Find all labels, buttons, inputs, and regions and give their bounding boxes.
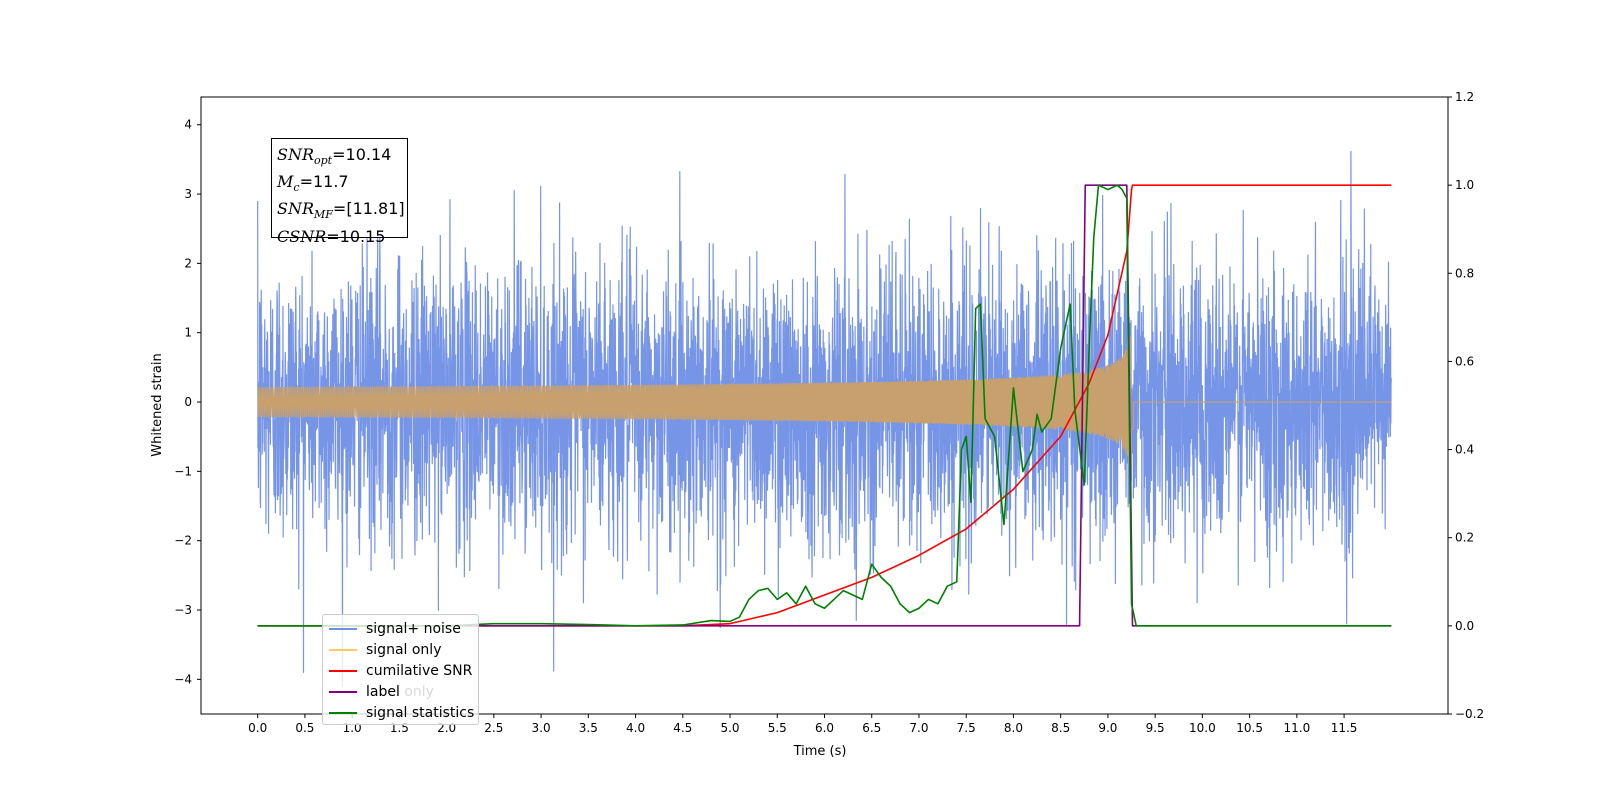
legend-label: signal only: [366, 641, 442, 658]
x-tick-label: 11.0: [1283, 721, 1310, 735]
y-tick-label-right: 1.0: [1455, 178, 1474, 192]
snr-opt-value: =10.14: [332, 145, 392, 164]
x-tick-label: 6.5: [862, 721, 881, 735]
x-tick-label: 0.5: [295, 721, 314, 735]
legend-swatch: [329, 711, 357, 714]
series-signal-only: [257, 336, 1392, 498]
x-tick-label: 0.0: [248, 721, 267, 735]
y-tick-label-right: −0.2: [1455, 707, 1484, 721]
legend-swatch: [329, 627, 357, 630]
y-tick-label-right: 0.4: [1455, 443, 1474, 457]
legend: signal+ noise signal only cumilative SNR…: [322, 614, 479, 725]
legend-label: cumilative SNR: [366, 662, 473, 679]
legend-swatch: [329, 690, 357, 693]
x-tick-label: 9.0: [1098, 721, 1117, 735]
series-signal-plus-noise: [257, 150, 1392, 687]
y-tick-label-left: 2: [184, 256, 192, 270]
legend-label: signal+ noise: [366, 620, 461, 637]
y-axis-label: Whitened strain: [150, 353, 165, 456]
mc-value: =11.7: [299, 172, 349, 192]
x-tick-label: 4.5: [673, 721, 692, 735]
legend-label-main: label: [366, 683, 400, 700]
legend-item-signal-statistics: signal statistics: [329, 702, 478, 723]
legend-label: label label only: [366, 683, 434, 700]
y-tick-label-left: −3: [174, 603, 192, 617]
y-tick-label-left: 0: [184, 395, 192, 409]
x-tick-label: 7.0: [909, 721, 928, 735]
y-tick-label-left: 1: [184, 326, 192, 340]
y-tick-label-left: 3: [184, 187, 192, 201]
x-tick-label: 3.0: [532, 721, 551, 735]
y-tick-label-right: 0.8: [1455, 266, 1474, 280]
legend-swatch: [329, 669, 357, 672]
x-tick-label: 6.0: [815, 721, 834, 735]
y-axis-left: 4 3 2 1 0 −1 −2 −3 −4: [174, 118, 201, 686]
legend-label-hidden: label only: [366, 683, 434, 700]
snr-mf-value: =[11.81]: [332, 199, 405, 219]
snr-mf-line: SNRMF=[11.81]: [277, 199, 405, 222]
legend-item-label: label label only: [329, 681, 478, 702]
series-signal-statistics: [257, 184, 1392, 627]
y-tick-label-right: 0.0: [1455, 619, 1474, 633]
plot-area: [257, 150, 1392, 687]
y-tick-label-right: 0.6: [1455, 354, 1474, 368]
x-tick-label: 5.0: [720, 721, 739, 735]
x-tick-label: 11.5: [1331, 721, 1358, 735]
annotation-box: SNRopt=10.14 Mc=11.7 SNRMF=[11.81] CSNR=…: [271, 138, 408, 246]
legend-item-signal-only: signal only: [329, 639, 478, 660]
x-tick-label: 3.5: [579, 721, 598, 735]
x-tick-label: 8.5: [1051, 721, 1070, 735]
x-tick-label: 10.5: [1236, 721, 1263, 735]
x-tick-label: 2.5: [484, 721, 503, 735]
y-tick-label-left: −1: [174, 464, 192, 478]
y-tick-label-left: −2: [174, 534, 192, 548]
y-tick-label-right: 0.2: [1455, 531, 1474, 545]
y-tick-label-left: 4: [184, 118, 192, 132]
csnr-value: =10.15: [326, 226, 386, 246]
x-tick-label: 5.5: [768, 721, 787, 735]
x-tick-label: 7.5: [957, 721, 976, 735]
x-tick-label: 9.5: [1146, 721, 1165, 735]
x-axis-label: Time (s): [793, 744, 847, 759]
x-tick-label: 4.0: [626, 721, 645, 735]
mc-line: Mc=11.7: [277, 172, 349, 195]
series-cumilative-snr: [257, 184, 1392, 627]
y-axis-right: 1.2 1.0 0.8 0.6 0.4 0.2 0.0 −0.2: [1448, 90, 1484, 721]
y-tick-label-right: 1.2: [1455, 90, 1474, 104]
csnr-line: CSNR=10.15: [277, 226, 386, 246]
legend-item-signal-noise: signal+ noise: [329, 618, 478, 639]
y-tick-label-left: −4: [174, 672, 192, 686]
x-tick-label: 8.0: [1004, 721, 1023, 735]
snr-opt-line: SNRopt=10.14: [277, 145, 392, 168]
legend-swatch: [329, 648, 357, 651]
x-tick-label: 10.0: [1189, 721, 1216, 735]
legend-item-cumulative-snr: cumilative SNR: [329, 660, 478, 681]
legend-label: signal statistics: [366, 704, 475, 721]
